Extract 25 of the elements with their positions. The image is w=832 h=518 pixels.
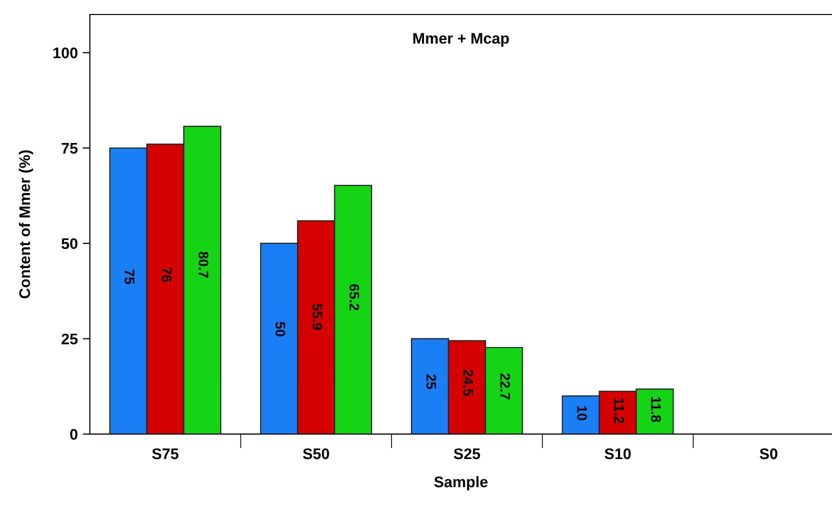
x-tick-label: S10 — [604, 448, 631, 460]
data-label: 11.2 — [614, 398, 624, 424]
text: Mmer + Mcap — [413, 33, 509, 47]
data-label: 10 — [577, 406, 587, 420]
data-label: 22.7 — [500, 373, 510, 400]
x-axis-title: Sample — [434, 476, 488, 490]
y-tick-label: 100 — [54, 48, 78, 58]
y-tick-label: 50 — [62, 238, 78, 250]
y-tick-label: 75 — [62, 143, 78, 154]
y-tick-label: 0 — [70, 428, 78, 440]
data-label: 65.2 — [349, 284, 360, 310]
data-label: 11.8 — [651, 397, 661, 422]
x-tick-label: S25 — [454, 448, 480, 460]
data-label: 25 — [426, 374, 436, 389]
data-label: 55.9 — [312, 304, 322, 330]
y-axis-title: Content of Mmer (%) — [18, 150, 34, 298]
x-tick-label: S0 — [760, 448, 778, 460]
y-tick-label: 25 — [62, 334, 78, 344]
data-label: 24.5 — [463, 370, 474, 396]
x-tick-label: S75 — [152, 448, 178, 460]
data-label: 50 — [275, 322, 286, 336]
data-label: 80.7 — [198, 252, 208, 278]
data-label: 75 — [124, 270, 134, 284]
x-tick-label: S50 — [302, 448, 330, 460]
data-label: 76 — [162, 268, 172, 282]
